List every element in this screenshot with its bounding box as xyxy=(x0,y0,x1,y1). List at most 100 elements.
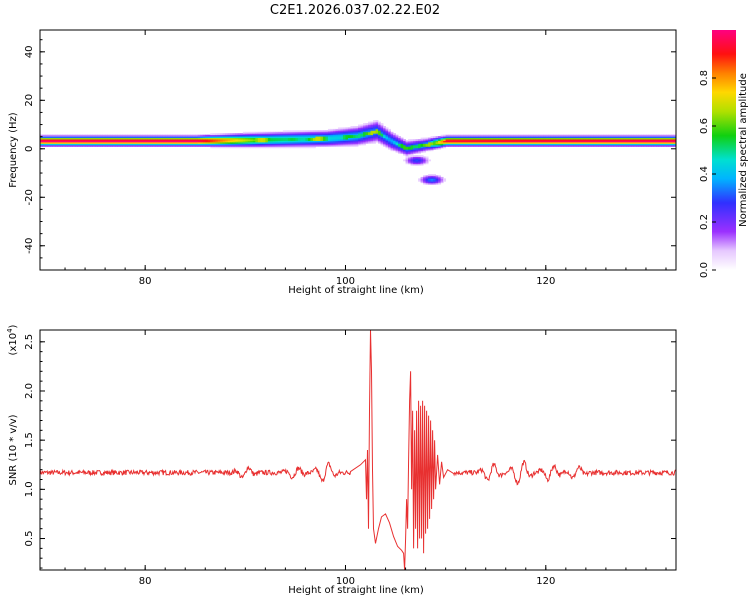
spectrogram-cell xyxy=(383,130,386,133)
spectrogram-cell xyxy=(292,139,296,141)
spectrogram-cell xyxy=(663,143,667,146)
spectrogram-cell xyxy=(495,143,499,146)
spectrogram-cell xyxy=(483,134,487,137)
spectrogram-cell xyxy=(425,140,429,143)
spectrogram-cell xyxy=(373,121,376,124)
spectrogram-cell xyxy=(222,144,226,147)
spectrogram-cell xyxy=(365,142,369,144)
spectrogram-cell xyxy=(385,136,389,139)
spectrogram-cell xyxy=(230,140,234,143)
spectrogram-cell xyxy=(347,127,351,130)
spectrogram-cell xyxy=(375,120,379,123)
spectrogram-cell xyxy=(545,143,549,146)
spectrogram-cell xyxy=(177,139,181,141)
spectrogram-cell xyxy=(570,142,574,144)
spectrogram-cell xyxy=(317,133,321,136)
spectrogram-cell xyxy=(305,131,309,134)
spectrogram-cell xyxy=(413,152,416,155)
spectrogram-cell xyxy=(297,136,301,139)
spectrogram-cell xyxy=(75,142,78,144)
spectrogram-cell xyxy=(415,160,419,163)
spectrogram-cell xyxy=(312,130,316,133)
spectrogram-cell xyxy=(553,139,557,141)
spectrogram-cell xyxy=(373,133,376,136)
spectrogram-cell xyxy=(415,143,419,146)
spectrogram-cell xyxy=(500,142,504,144)
spectrogram-cell xyxy=(420,150,424,153)
spectrogram-cell xyxy=(508,139,512,141)
spectrogram-cell xyxy=(458,137,462,140)
spectrogram-cell xyxy=(540,134,544,137)
spectrogram-cell xyxy=(325,131,329,134)
spectrogram-cell xyxy=(195,137,199,140)
spectrogram-cell xyxy=(257,136,261,139)
spectrogram-cell xyxy=(415,155,419,157)
spectrogram-cell xyxy=(635,143,639,146)
spectrogram-cell xyxy=(222,137,226,140)
spectrogram-cell xyxy=(147,142,151,144)
spectrogram-cell xyxy=(528,134,532,137)
spectrogram-cell xyxy=(125,136,129,139)
spectrogram-cell xyxy=(237,144,241,147)
spectrogram-cell xyxy=(410,153,414,156)
spectrogram-cell xyxy=(240,133,244,136)
spectrogram-cell xyxy=(630,142,634,144)
spectrogram-cell xyxy=(673,144,677,147)
spectrogram-cell xyxy=(180,137,184,140)
spectrogram-cell xyxy=(405,162,409,165)
spectrogram-cell xyxy=(418,179,421,182)
spectrogram-cell xyxy=(70,134,73,137)
spectrogram-cell xyxy=(252,136,256,139)
spectrogram-cell xyxy=(267,137,271,140)
spectrogram-cell xyxy=(393,136,396,139)
spectrogram-cell xyxy=(463,140,467,143)
spectrogram-cell xyxy=(488,134,492,137)
spectrogram-cell xyxy=(625,136,629,139)
spectrogram-cell xyxy=(605,142,609,144)
spectrogram-cell xyxy=(518,142,522,144)
spectrogram-cell xyxy=(383,133,386,136)
spectrogram-cell xyxy=(440,137,444,140)
spectrogram-cell xyxy=(270,139,274,141)
spectrogram-cell xyxy=(335,143,339,146)
spectrogram-cell xyxy=(498,140,502,143)
spectrogram-cell xyxy=(242,143,246,146)
spectrogram-cell xyxy=(638,142,642,144)
spectrogram-cell xyxy=(327,144,331,147)
spectrogram-cell xyxy=(267,134,271,137)
spectrogram-cell xyxy=(320,144,324,147)
spectrogram-cell xyxy=(82,139,86,141)
spectrogram-cell xyxy=(363,124,366,127)
spectrogram-cell xyxy=(410,152,414,155)
spectrogram-cell xyxy=(425,162,429,165)
spectrogram-cell xyxy=(425,176,429,179)
spectrogram-cell xyxy=(555,143,559,146)
spectrogram-cell xyxy=(300,130,304,133)
spectrogram-cell xyxy=(310,143,314,146)
spectrogram-cell xyxy=(292,131,296,134)
spectrogram-cell xyxy=(665,139,669,141)
spectrogram-cell xyxy=(97,144,101,147)
spectrogram-cell xyxy=(395,139,399,141)
spectrogram-cell xyxy=(590,134,594,137)
spectrogram-cell xyxy=(185,134,189,137)
spectrogram-cell xyxy=(260,131,264,134)
spectrogram-cell xyxy=(415,146,419,149)
spectrogram-cell xyxy=(523,142,527,144)
spectrogram-cell xyxy=(395,140,399,143)
spectrogram-cell xyxy=(603,139,607,141)
spectrogram-cell xyxy=(445,144,449,147)
spectrogram-cell xyxy=(150,142,154,144)
spectrogram-cell xyxy=(378,130,381,133)
spectrogram-cell xyxy=(498,142,502,144)
spectrogram-cell xyxy=(175,137,179,140)
spectrogram-cell xyxy=(620,134,624,137)
spectrogram-cell xyxy=(483,139,487,141)
spectrogram-cell xyxy=(300,142,304,144)
spectrogram-cell xyxy=(520,143,524,146)
spectrogram-cell xyxy=(142,142,146,144)
spectrogram-cell xyxy=(595,139,599,141)
spectrogram-cell xyxy=(358,124,361,127)
spectrogram-cell xyxy=(360,137,364,140)
spectrogram-cell xyxy=(100,143,103,146)
